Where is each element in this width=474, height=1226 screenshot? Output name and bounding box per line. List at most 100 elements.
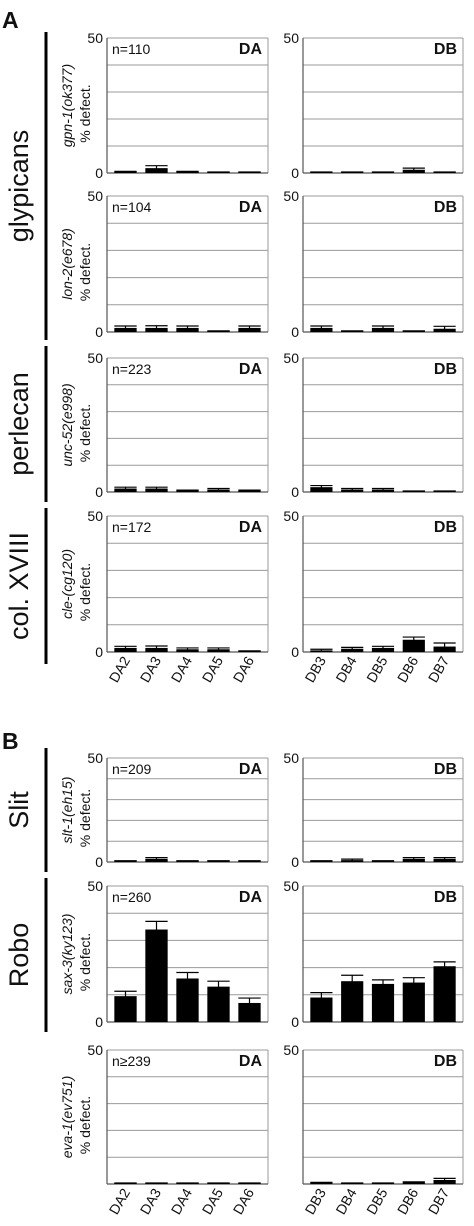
- chart-2-ylabel: % defect.: [77, 243, 93, 301]
- chart-2-ytick-0: 0: [95, 324, 103, 340]
- chart-10-bar-DA6: [238, 1002, 261, 1022]
- chart-11-bar-DB7: [433, 966, 456, 1022]
- chart-10-ytick-50: 50: [87, 878, 103, 894]
- chart-8-class-label: DA: [239, 761, 263, 778]
- chart-11-bar-DB3: [310, 997, 333, 1022]
- chart-12-ylabel: % defect.: [77, 1096, 93, 1154]
- chart-2-class-label: DA: [239, 199, 263, 216]
- chart-7-class-label: DB: [434, 519, 457, 536]
- chart-6-ytick-0: 0: [95, 644, 103, 660]
- chart-11-ytick-50: 50: [283, 878, 299, 894]
- chart-9-ytick-0: 0: [291, 854, 299, 870]
- chart-7-ytick-50: 50: [283, 508, 299, 524]
- chart-3-bar-DB3: [310, 327, 333, 332]
- chart-12-xtick-DA2: DA2: [106, 1185, 134, 1217]
- chart-13-bar-DB7: [433, 1179, 456, 1184]
- chart-0-gene-label: gpn-1(ok377): [59, 64, 75, 147]
- chart-9-ytick-50: 50: [283, 750, 299, 766]
- chart-5-bar-DB3: [310, 487, 333, 492]
- chart-13-xtick-DB3: DB3: [302, 1185, 330, 1217]
- chart-6-bar-DA3: [145, 647, 168, 652]
- chart-4-ytick-0: 0: [95, 484, 103, 500]
- chart-0-ytick-50: 50: [87, 30, 103, 46]
- chart-11-bar-DB6: [402, 982, 425, 1022]
- chart-0-n-label: n=110: [112, 41, 150, 57]
- chart-5-ytick-50: 50: [283, 350, 299, 366]
- chart-8-n-label: n=209: [112, 761, 152, 777]
- chart-10-gene-label: sax-3(ky123): [59, 914, 75, 995]
- chart-6-xtick-DA2: DA2: [106, 653, 134, 685]
- chart-4-ytick-50: 50: [87, 350, 103, 366]
- chart-7-xtick-DB7: DB7: [425, 653, 453, 685]
- chart-10-bar-DA3: [145, 929, 168, 1022]
- chart-2-gene-label: lon-2(e678): [59, 228, 75, 300]
- chart-4-bar-DA3: [145, 488, 168, 492]
- chart-6-xtick-DA4: DA4: [168, 653, 196, 685]
- group-label-colxviii: col. XVIII: [4, 532, 34, 640]
- chart-10-n-label: n=260: [112, 889, 152, 905]
- chart-6-class-label: DA: [239, 519, 263, 536]
- chart-9-bar-DB6: [402, 858, 425, 862]
- chart-12-xtick-DA4: DA4: [168, 1185, 196, 1217]
- chart-12-n-label: n≥239: [112, 1053, 151, 1069]
- chart-2-bar-DA4: [176, 327, 199, 332]
- chart-11-class-label: DB: [434, 889, 457, 906]
- chart-4-ylabel: % defect.: [77, 404, 93, 462]
- chart-5-class-label: DB: [434, 361, 457, 378]
- group-label-perlecan: perlecan: [4, 372, 34, 476]
- group-label-glypicans: glypicans: [4, 130, 34, 243]
- chart-2-ytick-50: 50: [87, 188, 103, 204]
- group-label-slit: Slit: [4, 791, 34, 829]
- chart-0-ytick-0: 0: [95, 165, 103, 181]
- chart-10-ylabel: % defect.: [77, 933, 93, 991]
- chart-13-xtick-DB4: DB4: [332, 1185, 360, 1217]
- chart-9-class-label: DB: [434, 761, 457, 778]
- chart-11-bar-DB5: [371, 983, 395, 1022]
- chart-0-ylabel: % defect.: [77, 84, 93, 142]
- chart-3-class-label: DB: [434, 199, 457, 216]
- chart-12-xtick-DA3: DA3: [137, 1185, 165, 1217]
- chart-4-bar-DA2: [114, 488, 137, 492]
- chart-4-class-label: DA: [239, 361, 263, 378]
- chart-7-bar-DB6: [402, 639, 425, 652]
- chart-13-xtick-DB7: DB7: [425, 1185, 453, 1217]
- chart-6-ytick-50: 50: [87, 508, 103, 524]
- chart-5-ytick-0: 0: [291, 484, 299, 500]
- chart-6-gene-label: cle-(cg120): [59, 549, 75, 619]
- chart-6-n-label: n=172: [112, 519, 152, 535]
- chart-13-ytick-50: 50: [283, 1042, 299, 1058]
- chart-2-n-label: n=104: [112, 199, 152, 215]
- chart-10-bar-DA4: [176, 978, 199, 1022]
- chart-11-bar-DB4: [341, 981, 364, 1022]
- group-label-robo: Robo: [4, 923, 34, 988]
- chart-1-class-label: DB: [434, 41, 457, 58]
- chart-7-xtick-DB5: DB5: [363, 653, 391, 685]
- chart-6-ylabel: % defect.: [77, 563, 93, 621]
- chart-6-xtick-DA3: DA3: [137, 653, 165, 685]
- chart-3-bar-DB5: [371, 327, 395, 332]
- chart-0-class-label: DA: [239, 41, 263, 58]
- chart-7-bar-DB4: [341, 648, 364, 652]
- chart-10-bar-DA5: [207, 986, 230, 1022]
- chart-3-ytick-0: 0: [291, 324, 299, 340]
- chart-12-ytick-50: 50: [87, 1042, 103, 1058]
- chart-11-ytick-0: 0: [291, 1014, 299, 1030]
- chart-1-ytick-50: 50: [283, 30, 299, 46]
- chart-5-bar-DB4: [341, 489, 364, 492]
- panel-label-a: A: [2, 7, 19, 33]
- chart-12-class-label: DA: [239, 1053, 263, 1070]
- chart-12-xtick-DA5: DA5: [199, 1185, 227, 1217]
- chart-1-ytick-0: 0: [291, 165, 299, 181]
- chart-9-bar-DB7: [433, 858, 456, 862]
- chart-7-xtick-DB4: DB4: [332, 653, 360, 685]
- chart-7-xtick-DB6: DB6: [394, 653, 422, 685]
- chart-12-gene-label: eva-1(ev751): [59, 1076, 75, 1159]
- chart-12-xtick-DA6: DA6: [230, 1185, 258, 1217]
- panel-label-b: B: [2, 728, 19, 754]
- chart-2-bar-DA6: [238, 327, 261, 332]
- chart-6-xtick-DA6: DA6: [230, 653, 258, 685]
- chart-8-ytick-0: 0: [95, 854, 103, 870]
- chart-8-ytick-50: 50: [87, 750, 103, 766]
